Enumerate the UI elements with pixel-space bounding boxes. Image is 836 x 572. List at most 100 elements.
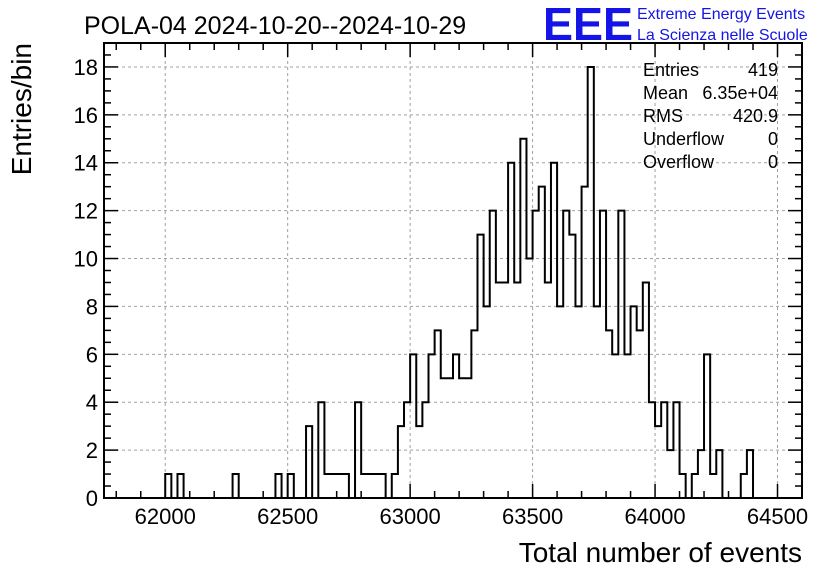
stats-label-rms: RMS — [643, 106, 683, 126]
stats-label-overflow: Overflow — [643, 152, 715, 172]
histogram-bin-39 — [373, 474, 379, 498]
histogram-bin-47 — [422, 402, 428, 498]
histogram-bin-56 — [477, 235, 483, 498]
histogram-bin-65 — [533, 211, 539, 498]
y-tick-label-16: 16 — [74, 103, 98, 128]
histogram-bin-54 — [465, 378, 471, 498]
histogram-bin-80 — [624, 354, 630, 498]
eee-logo: EEE Extreme Energy Events La Scienza nel… — [543, 0, 808, 50]
y-tick-label-18: 18 — [74, 55, 98, 80]
x-tick-labels: 62000 62500 63000 63500 64000 64500 — [135, 504, 808, 529]
histogram-bin-74 — [588, 67, 594, 498]
histogram-bin-92 — [698, 450, 704, 498]
histogram-bin-40 — [380, 474, 386, 498]
histogram-bin-83 — [643, 282, 649, 498]
stats-label-entries: Entries — [643, 60, 699, 80]
histogram-bin-30 — [318, 402, 324, 498]
histogram-bin-55 — [471, 330, 477, 498]
histogram-bin-33 — [337, 474, 343, 498]
histogram-bin-34 — [343, 474, 349, 498]
histogram-bin-93 — [704, 354, 710, 498]
x-tick-label-64500: 64500 — [747, 504, 808, 529]
stats-value-mean: 6.35e+04 — [702, 83, 778, 103]
histogram-bin-60 — [502, 282, 508, 498]
histogram-bin-38 — [367, 474, 373, 498]
histogram-bin-28 — [306, 426, 312, 498]
stats-value-rms: 420.9 — [733, 106, 778, 126]
stats-label-underflow: Underflow — [643, 129, 725, 149]
eee-logo-line2: La Scienza nelle Scuole — [637, 27, 808, 44]
histogram-bin-7 — [177, 474, 183, 498]
y-tick-label-10: 10 — [74, 247, 98, 272]
stats-value-overflow: 0 — [768, 152, 778, 172]
axis-ticks — [104, 42, 803, 499]
stats-box: Entries 419 Mean 6.35e+04 RMS 420.9 Unde… — [643, 60, 778, 172]
histogram-bin-72 — [575, 306, 581, 498]
histogram-bin-52 — [453, 354, 459, 498]
histogram-bin-62 — [514, 282, 520, 498]
histogram-bin-16 — [233, 474, 239, 498]
histogram-bin-91 — [692, 474, 698, 498]
y-tick-labels: 0 2 4 6 8 10 12 14 16 18 — [74, 55, 98, 511]
histogram-bin-86 — [661, 402, 667, 498]
histogram-bin-23 — [275, 474, 281, 498]
x-axis-title: Total number of events — [519, 537, 802, 568]
y-tick-label-0: 0 — [86, 486, 98, 511]
histogram-bin-77 — [606, 330, 612, 498]
histogram-bin-87 — [667, 450, 673, 498]
histogram-bin-57 — [484, 306, 490, 498]
histogram-bin-79 — [618, 211, 624, 498]
histogram-bin-84 — [649, 402, 655, 498]
stats-value-entries: 419 — [748, 60, 778, 80]
histogram-bin-88 — [673, 402, 679, 498]
y-tick-label-2: 2 — [86, 438, 98, 463]
histogram-bin-59 — [496, 282, 502, 498]
x-tick-label-62500: 62500 — [257, 504, 318, 529]
histogram-bin-94 — [710, 474, 716, 498]
histogram-bin-43 — [398, 426, 404, 498]
histogram-bin-58 — [490, 211, 496, 498]
histogram-bin-50 — [441, 378, 447, 498]
x-tick-label-64000: 64000 — [624, 504, 685, 529]
histogram-bin-45 — [410, 354, 416, 498]
histogram-bin-75 — [594, 306, 600, 498]
histogram-bin-100 — [747, 450, 753, 498]
histogram-bin-85 — [655, 426, 661, 498]
chart-title: POLA-04 2024-10-20--2024-10-29 — [84, 12, 466, 40]
histogram-bin-37 — [361, 474, 367, 498]
histogram-bin-53 — [459, 378, 465, 498]
eee-logo-mark: EEE — [543, 0, 633, 50]
histogram-bin-51 — [447, 378, 453, 498]
histogram-bin-73 — [582, 187, 588, 498]
y-tick-label-8: 8 — [86, 294, 98, 319]
y-tick-label-6: 6 — [86, 342, 98, 367]
histogram-bars — [134, 65, 760, 499]
histogram-bin-76 — [600, 211, 606, 498]
stats-value-underflow: 0 — [768, 129, 778, 149]
histogram-bin-64 — [526, 259, 532, 498]
histogram-bin-66 — [539, 187, 545, 498]
histogram-bin-36 — [355, 402, 361, 498]
histogram-bin-48 — [429, 354, 435, 498]
histogram-bin-44 — [404, 402, 410, 498]
histogram-bin-63 — [520, 139, 526, 498]
x-tick-label-63000: 63000 — [380, 504, 441, 529]
histogram-bin-81 — [631, 306, 637, 498]
histogram-bin-61 — [508, 163, 514, 498]
eee-logo-line1: Extreme Energy Events — [637, 6, 805, 23]
histogram-bin-49 — [435, 330, 441, 498]
stats-label-mean: Mean — [643, 83, 688, 103]
histogram-bin-99 — [741, 474, 747, 498]
histogram-bin-42 — [392, 474, 398, 498]
histogram-bin-70 — [563, 211, 569, 498]
y-tick-label-12: 12 — [74, 199, 98, 224]
histogram-bin-5 — [165, 474, 171, 498]
y-tick-label-4: 4 — [86, 390, 98, 415]
histogram-outline — [134, 65, 760, 499]
histogram-bin-69 — [557, 306, 563, 498]
x-tick-label-62000: 62000 — [135, 504, 196, 529]
histogram-bin-78 — [612, 354, 618, 498]
histogram-bin-82 — [637, 330, 643, 498]
